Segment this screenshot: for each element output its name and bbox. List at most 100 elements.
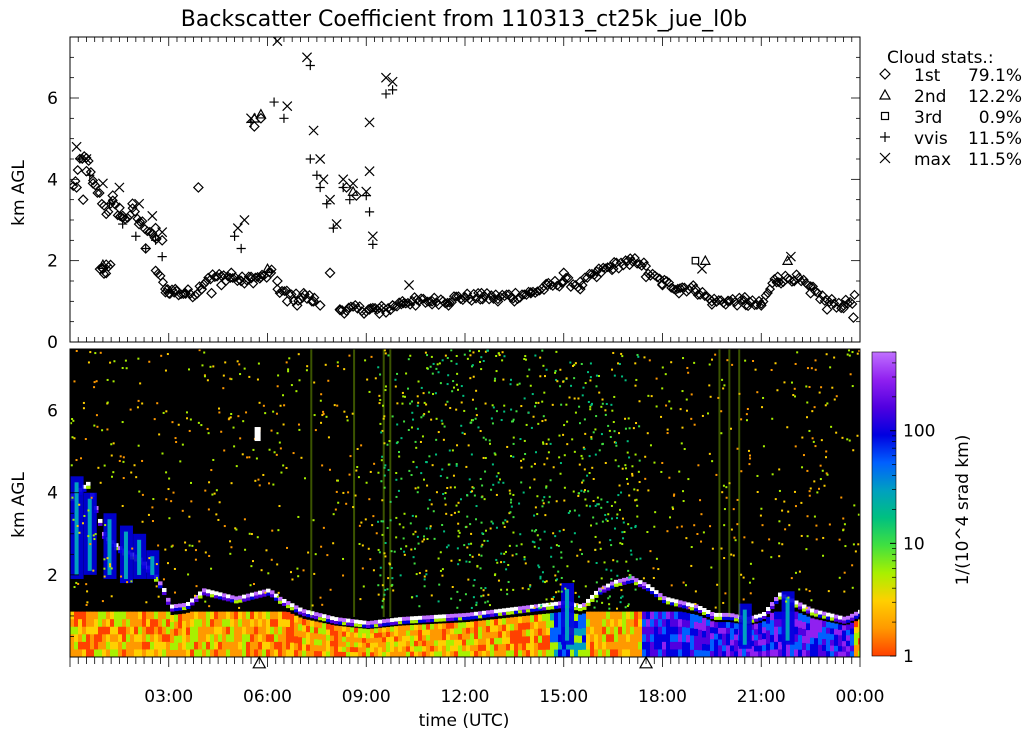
noise-speckle — [400, 477, 403, 480]
noise-speckle — [463, 432, 466, 435]
noise-speckle — [529, 584, 532, 587]
aerosol-cell — [706, 644, 711, 652]
noise-speckle — [644, 455, 647, 458]
diamond-point — [586, 268, 598, 279]
noise-speckle — [556, 380, 559, 383]
cloud-base-cell — [462, 617, 467, 621]
aerosol-cell — [642, 634, 647, 643]
aerosol-cell — [646, 611, 651, 620]
noise-speckle — [584, 432, 587, 435]
aerosol-cell — [506, 650, 511, 657]
noise-speckle — [800, 534, 803, 537]
aerosol-cell — [334, 636, 339, 642]
noise-speckle — [503, 410, 506, 413]
noise-speckle — [463, 353, 466, 356]
aerosol-cell — [354, 627, 359, 634]
noise-speckle — [696, 532, 699, 535]
legend-label: max — [914, 150, 951, 170]
noise-speckle — [486, 539, 489, 542]
aerosol-cell — [786, 641, 791, 650]
aerosol-cell — [686, 620, 691, 629]
noise-speckle — [393, 550, 396, 553]
aerosol-cell — [554, 620, 559, 628]
noise-speckle — [440, 419, 443, 422]
aerosol-cell — [610, 626, 615, 635]
aerosol-cell — [710, 651, 715, 657]
noise-speckle — [611, 409, 614, 412]
aerosol-cell — [262, 611, 267, 620]
aerosol-cell — [726, 645, 731, 652]
noise-speckle — [655, 377, 658, 380]
noise-speckle — [509, 492, 512, 495]
aerosol-cell — [614, 634, 619, 643]
heatmap-y-tick-labels: 246 — [47, 402, 58, 586]
noise-speckle — [380, 480, 383, 483]
noise-speckle — [491, 522, 494, 525]
triangle-point — [97, 258, 109, 270]
aerosol-cell — [710, 633, 715, 640]
top-y-tick-label: 2 — [47, 252, 58, 272]
cloud-base-cell — [230, 599, 235, 603]
aerosol-cell — [174, 642, 179, 651]
x-point — [308, 125, 319, 136]
noise-speckle — [470, 606, 473, 609]
noise-speckle — [541, 499, 544, 502]
noise-speckle — [190, 500, 193, 503]
noise-speckle — [437, 431, 440, 434]
noise-speckle — [544, 581, 547, 584]
noise-speckle — [714, 606, 717, 609]
noise-speckle — [437, 371, 440, 374]
noise-speckle — [106, 401, 109, 404]
cloud-base-cell — [262, 593, 267, 597]
noise-speckle — [745, 419, 748, 422]
aerosol-cell — [118, 634, 123, 643]
noise-speckle — [778, 468, 781, 471]
aerosol-cell — [178, 614, 183, 622]
noise-speckle — [551, 403, 554, 406]
aerosol-cell — [198, 611, 203, 620]
noise-speckle — [384, 542, 387, 545]
diamond-point — [151, 233, 162, 244]
cloud-base-cell — [638, 584, 643, 588]
noise-speckle — [752, 359, 755, 362]
aerosol-cell — [578, 614, 583, 623]
cloud-base-cell — [222, 593, 227, 598]
noise-speckle — [761, 549, 764, 552]
diamond-point — [788, 275, 800, 287]
aerosol-cell — [406, 625, 411, 632]
diamond-point — [248, 278, 259, 289]
noise-speckle — [486, 349, 489, 352]
aerosol-cell — [446, 645, 451, 652]
aerosol-cell — [654, 641, 659, 650]
cloud-base-cell — [282, 598, 287, 603]
virga-streak — [137, 539, 142, 575]
noise-speckle — [311, 604, 314, 607]
noise-speckle — [562, 433, 565, 436]
noise-speckle — [589, 405, 592, 408]
cloud-base-cell — [414, 616, 419, 621]
cloud-base-cell — [726, 616, 731, 620]
aerosol-cell — [234, 611, 239, 620]
noise-speckle — [619, 542, 622, 545]
diamond-point — [92, 187, 103, 199]
noise-speckle — [552, 532, 555, 535]
noise-speckle — [381, 606, 384, 609]
aerosol-cell — [378, 637, 383, 643]
noise-speckle — [635, 422, 638, 425]
aerosol-cell — [702, 650, 707, 657]
aerosol-cell — [434, 629, 439, 636]
noise-speckle — [629, 549, 632, 552]
noise-speckle — [424, 351, 427, 354]
cloud-base-cell — [778, 592, 783, 597]
aerosol-cell — [718, 651, 723, 657]
noise-speckle — [86, 590, 89, 593]
noise-speckle — [580, 454, 583, 457]
noise-speckle — [636, 504, 639, 507]
noise-speckle — [810, 599, 813, 602]
noise-speckle — [644, 477, 647, 480]
aerosol-cell — [734, 640, 739, 647]
diamond-point — [521, 289, 532, 300]
diamond-point — [308, 295, 320, 307]
aerosol-cell — [210, 619, 215, 628]
